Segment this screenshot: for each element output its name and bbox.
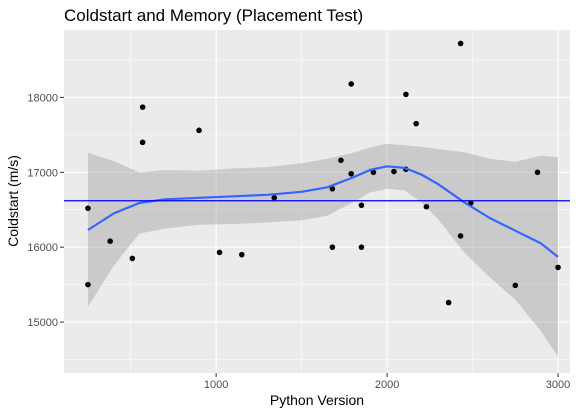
y-axis-title: Coldstart (m/s) bbox=[5, 155, 21, 247]
x-axis-title: Python Version bbox=[270, 392, 364, 408]
data-point bbox=[338, 157, 344, 164]
data-point bbox=[107, 238, 113, 244]
y-axis-ticks: 15000 16000 17000 18000 bbox=[27, 92, 64, 329]
data-point bbox=[238, 251, 245, 258]
data-point bbox=[512, 282, 519, 289]
smooth-line-layer bbox=[87, 165, 559, 258]
y-tick-label: 18000 bbox=[27, 92, 58, 104]
data-point bbox=[457, 233, 464, 239]
data-point bbox=[391, 168, 397, 175]
data-point bbox=[129, 255, 136, 262]
data-point bbox=[423, 203, 430, 210]
data-point bbox=[457, 40, 464, 47]
data-point bbox=[403, 91, 409, 98]
y-tick-label: 15000 bbox=[27, 317, 58, 329]
data-point bbox=[85, 205, 91, 212]
data-point bbox=[358, 202, 365, 209]
x-tick-label: 2000 bbox=[375, 379, 399, 391]
data-point bbox=[329, 244, 336, 250]
data-point bbox=[534, 169, 541, 176]
y-tick-label: 16000 bbox=[27, 242, 58, 254]
points-layer bbox=[85, 40, 561, 306]
data-point bbox=[348, 170, 354, 177]
x-tick-label: 1000 bbox=[204, 379, 228, 391]
data-point bbox=[413, 120, 419, 127]
smooth-trend-line bbox=[87, 165, 559, 258]
x-axis-ticks: 1000 2000 3000 bbox=[204, 373, 570, 391]
grid-major bbox=[64, 30, 570, 373]
x-tick-label: 3000 bbox=[546, 379, 570, 391]
data-point bbox=[85, 281, 91, 288]
y-tick-label: 17000 bbox=[27, 167, 58, 179]
data-point bbox=[555, 264, 561, 271]
data-point bbox=[139, 139, 146, 146]
data-point bbox=[271, 194, 278, 201]
data-point bbox=[445, 299, 452, 306]
data-point bbox=[216, 249, 223, 256]
data-point bbox=[196, 127, 202, 134]
data-point bbox=[370, 169, 377, 176]
data-point bbox=[358, 244, 365, 250]
chart-title: Coldstart and Memory (Placement Test) bbox=[64, 6, 363, 25]
data-point bbox=[329, 185, 336, 192]
data-point bbox=[139, 104, 146, 110]
data-point bbox=[348, 81, 354, 87]
